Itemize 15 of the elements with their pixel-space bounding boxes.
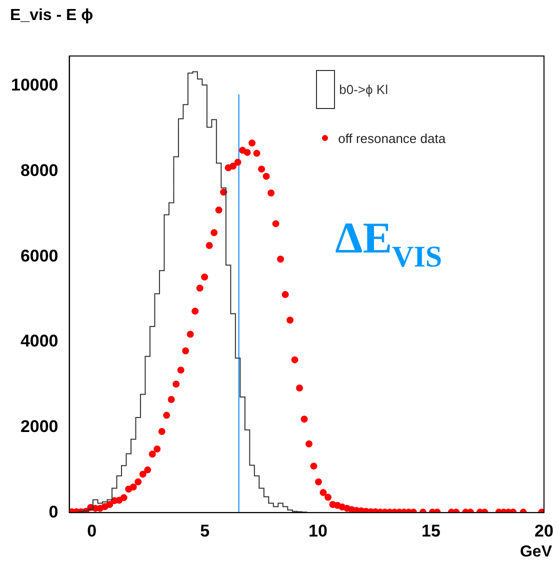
y-tick-label: 0 bbox=[48, 502, 58, 522]
x-tick-label: 10 bbox=[308, 521, 328, 540]
x-axis-title: GeV bbox=[520, 544, 552, 561]
y-tick-label: 2000 bbox=[20, 416, 58, 436]
legend-label: off resonance data bbox=[338, 130, 446, 146]
y-tick-label: 8000 bbox=[20, 160, 58, 180]
chart-title: E_vis - E ϕ bbox=[10, 7, 94, 24]
text: b0->ϕ Kl bbox=[339, 82, 388, 97]
y-tick-label: 6000 bbox=[20, 246, 58, 266]
y-tick-label: 10000 bbox=[10, 76, 58, 95]
x-tick-label: 20 bbox=[534, 521, 554, 540]
x-tick-label: 15 bbox=[422, 521, 440, 540]
x-tick-label: 5 bbox=[200, 521, 210, 540]
x-tick-label: 0 bbox=[87, 521, 97, 540]
y-tick-label: 4000 bbox=[20, 332, 58, 351]
